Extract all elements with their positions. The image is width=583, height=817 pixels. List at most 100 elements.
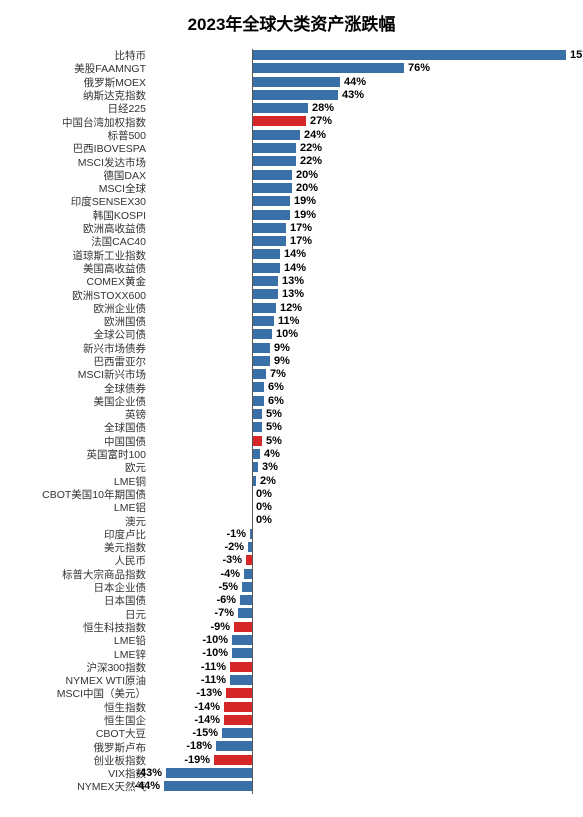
bar bbox=[252, 289, 278, 299]
bar bbox=[224, 702, 252, 712]
row-plot: 11% bbox=[152, 315, 571, 328]
row-plot: 157% bbox=[152, 49, 571, 62]
chart-row: 欧洲国债11% bbox=[12, 315, 571, 328]
chart-row: 恒生科技指数-9% bbox=[12, 621, 571, 634]
chart-row: 新兴市场债券9% bbox=[12, 342, 571, 355]
bar bbox=[252, 156, 296, 166]
row-plot: 28% bbox=[152, 102, 571, 115]
bar bbox=[252, 116, 306, 126]
bar-value: 5% bbox=[266, 421, 282, 434]
bar-value: 27% bbox=[310, 115, 332, 128]
bar-value: -5% bbox=[218, 581, 238, 594]
row-plot: -10% bbox=[152, 647, 571, 660]
row-plot: -14% bbox=[152, 701, 571, 714]
bar-value: 0% bbox=[256, 501, 272, 514]
chart-row: 巴西雷亚尔9% bbox=[12, 355, 571, 368]
row-plot: 0% bbox=[152, 488, 571, 501]
bar bbox=[164, 781, 252, 791]
row-plot: -15% bbox=[152, 727, 571, 740]
bar bbox=[252, 263, 280, 273]
row-plot: 76% bbox=[152, 62, 571, 75]
chart-row: LME铅-10% bbox=[12, 634, 571, 647]
chart-row: 美国企业债6% bbox=[12, 395, 571, 408]
bar bbox=[216, 741, 252, 751]
row-plot: 12% bbox=[152, 302, 571, 315]
bar-value: 5% bbox=[266, 408, 282, 421]
bar-value: 5% bbox=[266, 435, 282, 448]
chart-row: 美股FAAMNGT76% bbox=[12, 62, 571, 75]
chart-row: NYMEX WTI原油-11% bbox=[12, 674, 571, 687]
row-plot: 19% bbox=[152, 195, 571, 208]
row-plot: 2% bbox=[152, 475, 571, 488]
chart-row: 日本国债-6% bbox=[12, 594, 571, 607]
row-plot: 27% bbox=[152, 115, 571, 128]
row-plot: 9% bbox=[152, 342, 571, 355]
bar-value: 19% bbox=[294, 209, 316, 222]
bar-value: -7% bbox=[214, 607, 234, 620]
bar bbox=[252, 303, 276, 313]
bar bbox=[252, 422, 262, 432]
bar-value: -11% bbox=[201, 661, 226, 674]
bar-value: 7% bbox=[270, 368, 286, 381]
chart-row: 英镑5% bbox=[12, 408, 571, 421]
row-plot: 6% bbox=[152, 381, 571, 394]
bar-value: 157% bbox=[570, 49, 583, 62]
chart-row: 创业板指数-19% bbox=[12, 754, 571, 767]
row-plot: -11% bbox=[152, 661, 571, 674]
bar-value: -9% bbox=[210, 621, 230, 634]
chart-row: 印度SENSEX3019% bbox=[12, 195, 571, 208]
row-plot: -7% bbox=[152, 607, 571, 620]
chart-row: 法国CAC4017% bbox=[12, 235, 571, 248]
chart-row: 美元指数-2% bbox=[12, 541, 571, 554]
zero-axis-full bbox=[252, 49, 253, 794]
bar-value: 14% bbox=[284, 248, 306, 261]
chart-row: LME锌-10% bbox=[12, 647, 571, 660]
bar-value: -43% bbox=[136, 767, 162, 780]
chart-row: CBOT美国10年期国债0% bbox=[12, 488, 571, 501]
row-plot: -18% bbox=[152, 740, 571, 753]
chart-row: 欧洲STOXX60013% bbox=[12, 288, 571, 301]
row-plot: -3% bbox=[152, 554, 571, 567]
chart-row: 中国国债5% bbox=[12, 435, 571, 448]
row-plot: 17% bbox=[152, 222, 571, 235]
row-plot: -43% bbox=[152, 767, 571, 780]
row-plot: -19% bbox=[152, 754, 571, 767]
chart-row: 纳斯达克指数43% bbox=[12, 89, 571, 102]
row-label: NYMEX天然气 bbox=[12, 779, 152, 794]
chart-row: 韩国KOSPI19% bbox=[12, 209, 571, 222]
bar-value: 76% bbox=[408, 62, 430, 75]
bar-value: -44% bbox=[134, 780, 160, 793]
bar-value: 0% bbox=[256, 514, 272, 527]
chart-row: MSCI全球20% bbox=[12, 182, 571, 195]
chart-row: 日本企业债-5% bbox=[12, 581, 571, 594]
row-plot: 22% bbox=[152, 155, 571, 168]
bar-value: 13% bbox=[282, 275, 304, 288]
bar-value: -11% bbox=[201, 674, 226, 687]
bar-value: 6% bbox=[268, 395, 284, 408]
bar bbox=[252, 436, 262, 446]
bar-value: -10% bbox=[202, 647, 228, 660]
bar bbox=[252, 249, 280, 259]
bar bbox=[252, 369, 266, 379]
bar-value: 22% bbox=[300, 142, 322, 155]
row-plot: 5% bbox=[152, 435, 571, 448]
row-plot: 3% bbox=[152, 461, 571, 474]
bar bbox=[230, 675, 252, 685]
bar bbox=[252, 223, 286, 233]
chart-row: 英国富时1004% bbox=[12, 448, 571, 461]
bar-value: 22% bbox=[300, 155, 322, 168]
bar bbox=[252, 396, 264, 406]
bar bbox=[240, 595, 252, 605]
row-plot: -2% bbox=[152, 541, 571, 554]
row-plot: 0% bbox=[152, 514, 571, 527]
bar bbox=[252, 343, 270, 353]
bar bbox=[230, 662, 252, 672]
chart-row: 标普50024% bbox=[12, 129, 571, 142]
row-plot: -4% bbox=[152, 568, 571, 581]
bar-value: -4% bbox=[220, 568, 240, 581]
row-plot: 24% bbox=[152, 129, 571, 142]
bar bbox=[252, 196, 290, 206]
row-plot: 10% bbox=[152, 328, 571, 341]
bar-value: 20% bbox=[296, 169, 318, 182]
bar bbox=[252, 356, 270, 366]
